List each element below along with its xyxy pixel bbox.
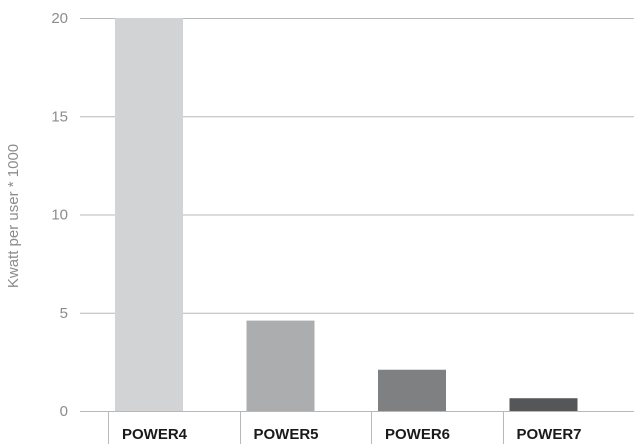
y-tick-label: 5 [60, 305, 68, 322]
bar-power5 [246, 320, 315, 411]
x-category-label: POWER7 [517, 426, 582, 443]
axes [108, 411, 504, 444]
y-tick-label: 10 [51, 207, 68, 224]
labels: 0 5 10 15 20 POWER4 POWER5 POWER6 POWER7 [51, 10, 581, 443]
x-category-label: POWER4 [122, 426, 188, 443]
bar-power4 [115, 18, 183, 411]
bar-power6 [378, 369, 446, 411]
bars [115, 18, 578, 411]
y-tick-label: 20 [51, 10, 68, 27]
y-tick-label: 0 [60, 403, 68, 420]
bar-power7 [509, 398, 578, 411]
x-category-label: POWER6 [385, 426, 450, 443]
y-axis-label: Kwatt per user * 1000 [5, 144, 22, 288]
y-tick-label: 15 [51, 108, 68, 125]
x-category-label: POWER5 [254, 426, 319, 443]
